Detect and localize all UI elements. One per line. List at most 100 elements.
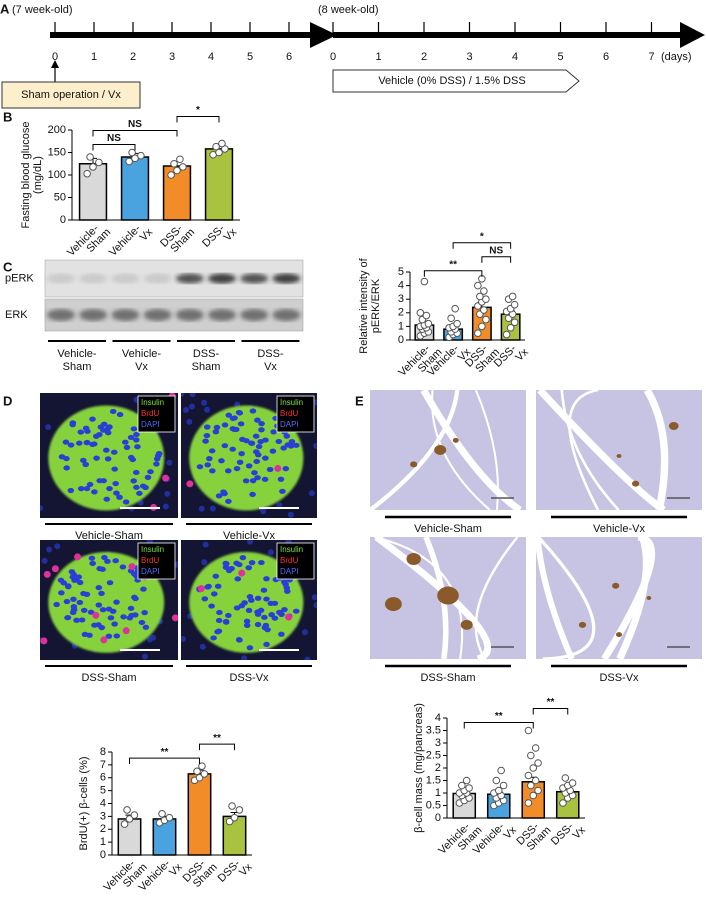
- significance-bracket: [92, 144, 136, 151]
- y-tick-label: 4: [398, 280, 404, 292]
- nucleus: [261, 614, 268, 620]
- operation-box: [1, 81, 141, 109]
- nucleus: [267, 600, 275, 606]
- nucleus: [95, 585, 103, 591]
- data-point: [193, 767, 201, 776]
- channel-legend: DAPI: [280, 420, 299, 429]
- nucleus: [275, 438, 283, 445]
- panel-label: E: [355, 393, 364, 408]
- nucleus-bg: [40, 505, 44, 512]
- nucleus: [225, 412, 233, 418]
- significance-label: *: [196, 105, 200, 116]
- data-point: [474, 281, 482, 290]
- nucleus: [215, 493, 223, 499]
- islet: [410, 461, 418, 468]
- data-point: [125, 157, 133, 166]
- nucleus: [215, 617, 223, 624]
- nucleus: [102, 447, 110, 453]
- nucleus: [245, 607, 253, 613]
- nucleus: [83, 439, 91, 446]
- data-point: [561, 774, 570, 782]
- blot-band: [175, 273, 204, 284]
- nucleus: [288, 439, 296, 445]
- data-point: [482, 295, 490, 304]
- nucleus-bg: [162, 503, 169, 510]
- nucleus: [224, 468, 232, 474]
- significance-label: **: [495, 711, 503, 722]
- nucleus: [284, 442, 292, 448]
- micrograph: [40, 540, 178, 660]
- timeline-tick-label: 2: [421, 51, 427, 63]
- nucleus: [229, 446, 236, 452]
- nucleus: [213, 424, 221, 431]
- data-point: [218, 139, 226, 148]
- data-point: [465, 784, 473, 792]
- channel-legend-box: [137, 395, 176, 433]
- y-tick-label: 0: [435, 812, 441, 824]
- y-tick-label: 0: [100, 849, 106, 861]
- nucleus: [238, 451, 245, 457]
- nucleus: [123, 444, 131, 451]
- category-label: Vehicle-Vx: [471, 820, 520, 856]
- nucleus: [132, 595, 139, 602]
- nucleus: [280, 445, 287, 451]
- tissue-gap: [420, 390, 522, 510]
- nucleus: [201, 596, 209, 602]
- nucleus: [212, 573, 220, 579]
- panel-label: B: [3, 109, 12, 124]
- nucleus: [214, 583, 222, 589]
- y-tick-label: 4: [100, 797, 106, 809]
- tissue-gap: [537, 390, 666, 510]
- data-point: [212, 142, 220, 151]
- channel-legend: BrdU: [141, 556, 159, 565]
- nucleus-bg: [276, 502, 283, 509]
- y-axis-label: BrdU(+) β-cells (%): [78, 756, 90, 850]
- nucleus: [88, 555, 96, 561]
- nucleus: [103, 496, 111, 502]
- islet: [616, 454, 622, 458]
- nucleus: [218, 458, 225, 464]
- nucleus: [119, 564, 127, 570]
- data-point: [531, 744, 540, 752]
- nucleus: [76, 579, 84, 586]
- nucleus: [116, 411, 124, 418]
- channel-legend: DAPI: [280, 567, 299, 576]
- nucleus: [232, 426, 240, 432]
- nucleus: [138, 619, 146, 626]
- nucleus: [211, 591, 218, 597]
- category-label: DSS-Vx: [492, 342, 531, 369]
- nucleus: [80, 457, 87, 463]
- nucleus: [84, 428, 91, 434]
- blot-band: [272, 309, 301, 321]
- data-point: [524, 726, 533, 735]
- channel-legend: DAPI: [141, 420, 160, 429]
- nucleus: [242, 478, 250, 484]
- islet: [668, 422, 679, 430]
- nucleus: [130, 426, 138, 432]
- data-point: [524, 799, 533, 807]
- nucleus: [261, 476, 269, 482]
- micrograph-caption: Vehicle-Vx: [223, 530, 275, 542]
- data-point: [165, 813, 174, 822]
- nucleus: [252, 433, 260, 439]
- significance-bracket: [176, 116, 220, 123]
- blot-group-label: Vehicle-: [122, 348, 161, 360]
- data-point: [534, 759, 542, 767]
- nucleus-bg: [186, 418, 193, 425]
- nucleus: [243, 622, 251, 628]
- micrograph-caption: Vehicle-Sham: [75, 530, 143, 542]
- nucleus: [63, 455, 70, 462]
- nucleus: [239, 555, 247, 561]
- y-tick-label: 3.5: [426, 724, 441, 736]
- nucleus: [142, 484, 149, 491]
- data-point: [86, 153, 94, 161]
- nucleus: [58, 590, 65, 596]
- panel-label: C: [3, 259, 13, 274]
- nucleus: [208, 603, 215, 609]
- timeline-arrowhead: [680, 22, 705, 48]
- tissue-gap: [560, 390, 620, 510]
- significance-bracket: [532, 708, 569, 715]
- significance-label: **: [449, 259, 457, 270]
- data-point: [458, 781, 466, 790]
- nucleus: [251, 470, 258, 476]
